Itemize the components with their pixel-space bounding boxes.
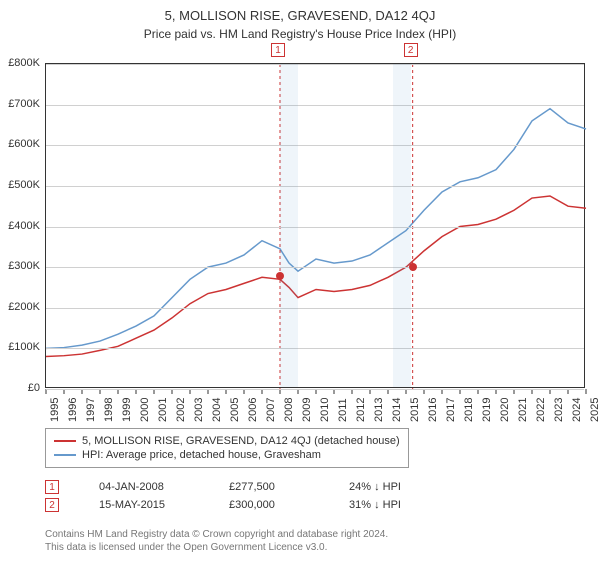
x-tick-label: 2012 [355,398,367,422]
y-tick-label: £0 [28,382,40,394]
legend-row: 5, MOLLISON RISE, GRAVESEND, DA12 4QJ (d… [54,435,400,447]
footer-text: Contains HM Land Registry data © Crown c… [45,528,388,554]
sale-diff: 24% ↓ HPI [349,481,401,493]
x-tick-label: 2004 [211,398,223,422]
x-tick-label: 2008 [283,398,295,422]
x-tick-label: 2023 [553,398,565,422]
x-tick-label: 2022 [535,398,547,422]
sale-row: 1 04-JAN-2008 £277,500 24% ↓ HPI [45,480,401,494]
x-tick-label: 2005 [229,398,241,422]
marker-badge: 2 [45,498,59,512]
sale-price: £277,500 [229,481,309,493]
chart-plot-area [45,63,585,388]
chart-title: 5, MOLLISON RISE, GRAVESEND, DA12 4QJ [0,8,600,23]
x-tick-label: 1997 [85,398,97,422]
y-tick-label: £100K [8,341,40,353]
x-tick-label: 1995 [49,398,61,422]
marker-badge: 1 [45,480,59,494]
marker-dot [409,263,417,271]
y-tick-label: £800K [8,57,40,69]
sale-date: 15-MAY-2015 [99,499,189,511]
marker-badge: 1 [271,43,285,57]
legend-label: HPI: Average price, detached house, Grav… [82,449,321,461]
x-tick-label: 2003 [193,398,205,422]
x-tick-label: 2000 [139,398,151,422]
sale-price: £300,000 [229,499,309,511]
legend-row: HPI: Average price, detached house, Grav… [54,449,400,461]
sale-diff: 31% ↓ HPI [349,499,401,511]
y-tick-label: £400K [8,220,40,232]
x-tick-label: 2021 [517,398,529,422]
marker-dot [276,272,284,280]
x-tick-label: 2002 [175,398,187,422]
x-tick-label: 2007 [265,398,277,422]
x-tick-label: 2015 [409,398,421,422]
sale-row: 2 15-MAY-2015 £300,000 31% ↓ HPI [45,498,401,512]
x-tick-label: 2020 [499,398,511,422]
y-tick-label: £600K [8,138,40,150]
footer-line: Contains HM Land Registry data © Crown c… [45,528,388,541]
x-tick-label: 2013 [373,398,385,422]
x-tick-label: 2001 [157,398,169,422]
legend-swatch [54,440,76,442]
chart-container: 5, MOLLISON RISE, GRAVESEND, DA12 4QJ Pr… [0,8,600,568]
x-tick-label: 2017 [445,398,457,422]
x-tick-label: 2018 [463,398,475,422]
x-tick-label: 2009 [301,398,313,422]
series-line [46,196,586,356]
footer-line: This data is licensed under the Open Gov… [45,541,388,554]
x-tick-label: 1996 [67,398,79,422]
y-tick-label: £300K [8,260,40,272]
x-tick-label: 2019 [481,398,493,422]
x-tick-label: 2016 [427,398,439,422]
x-tick-label: 2025 [589,398,600,422]
x-tick-label: 2024 [571,398,583,422]
x-tick-label: 2006 [247,398,259,422]
legend-swatch [54,454,76,456]
x-tick-label: 2014 [391,398,403,422]
legend-label: 5, MOLLISON RISE, GRAVESEND, DA12 4QJ (d… [82,435,400,447]
chart-subtitle: Price paid vs. HM Land Registry's House … [0,27,600,41]
y-tick-label: £500K [8,179,40,191]
sale-date: 04-JAN-2008 [99,481,189,493]
legend-box: 5, MOLLISON RISE, GRAVESEND, DA12 4QJ (d… [45,428,409,468]
y-tick-label: £700K [8,98,40,110]
marker-badge: 2 [404,43,418,57]
x-tick-label: 2011 [337,398,349,422]
x-tick-label: 2010 [319,398,331,422]
y-tick-label: £200K [8,301,40,313]
sales-table: 1 04-JAN-2008 £277,500 24% ↓ HPI 2 15-MA… [45,476,401,516]
x-tick-label: 1998 [103,398,115,422]
x-tick-label: 1999 [121,398,133,422]
